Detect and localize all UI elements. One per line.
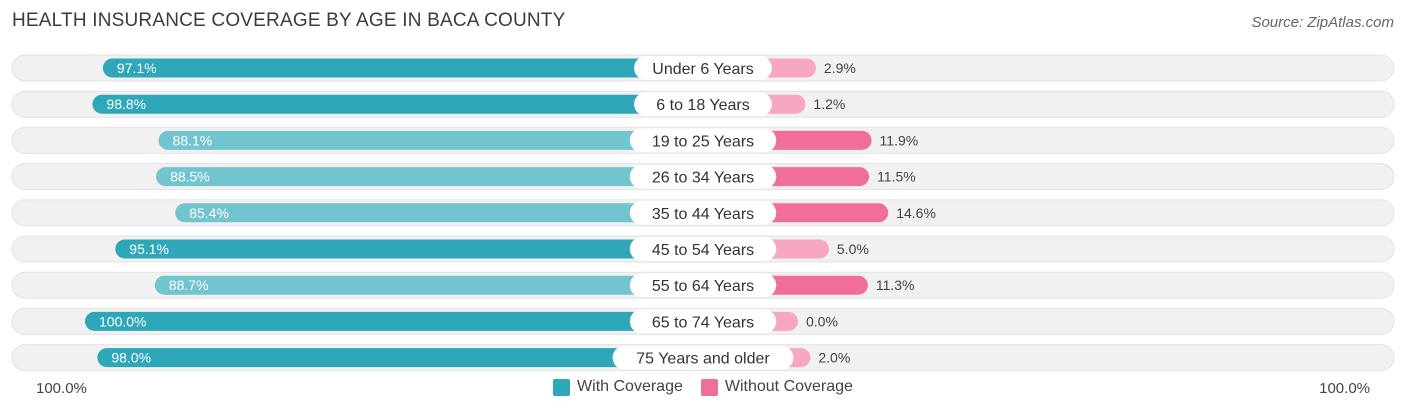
with-coverage-bar: [92, 94, 703, 114]
category-label-pill: [629, 200, 777, 225]
category-label: 6 to 18 Years: [656, 97, 749, 114]
category-label-pill: [629, 309, 777, 334]
without-coverage-value: 1.2%: [813, 96, 845, 112]
category-label-pill: [629, 273, 777, 298]
legend-without-coverage: Without Coverage: [700, 378, 853, 396]
chart-title: HEALTH INSURANCE COVERAGE BY AGE IN BACA…: [12, 10, 566, 31]
category-label: 26 to 34 Years: [652, 170, 754, 187]
with-coverage-value: 95.1%: [129, 241, 169, 257]
with-coverage-bar: [156, 167, 703, 187]
legend-with-label: With Coverage: [577, 378, 683, 395]
axis-left-label: 100.0%: [36, 380, 87, 397]
category-label-pill: [634, 56, 772, 80]
with-coverage-value: 85.4%: [189, 205, 229, 221]
with-coverage-value: 98.0%: [111, 350, 151, 366]
with-coverage-bar: [97, 348, 704, 368]
with-coverage-value: 97.1%: [117, 60, 157, 76]
category-label: 35 to 44 Years: [652, 206, 754, 223]
with-coverage-bar: [102, 58, 703, 78]
legend-without-label: Without Coverage: [724, 378, 853, 395]
with-coverage-bar: [85, 311, 703, 331]
with-coverage-bar: [154, 275, 704, 295]
source-label: Source: ZipAtlas.com: [1251, 14, 1394, 31]
category-label: 55 to 64 Years: [652, 278, 754, 295]
with-coverage-value: 100.0%: [99, 313, 146, 329]
with-coverage-value: 98.8%: [106, 96, 146, 112]
category-label: 19 to 25 Years: [652, 133, 754, 150]
category-label-pill: [629, 237, 777, 261]
with-coverage-value: 88.1%: [173, 132, 213, 148]
without-coverage-value: 11.9%: [880, 132, 919, 148]
legend-without-swatch: [700, 378, 718, 396]
without-coverage-value: 14.6%: [896, 205, 936, 221]
category-label: 75 Years and older: [636, 351, 770, 368]
with-coverage-bar: [115, 239, 704, 259]
legend-with-swatch: [553, 378, 571, 396]
category-label: Under 6 Years: [652, 61, 753, 78]
category-label-pill: [629, 128, 777, 153]
with-coverage-bar: [158, 130, 704, 150]
with-coverage-value: 88.7%: [169, 277, 209, 293]
with-coverage-value: 88.5%: [170, 169, 210, 185]
legend-with-coverage: With Coverage: [553, 378, 683, 396]
with-coverage-bar: [175, 203, 703, 223]
without-coverage-value: 11.5%: [877, 169, 916, 185]
without-coverage-value: 2.0%: [818, 350, 850, 366]
without-coverage-value: 5.0%: [837, 241, 869, 257]
without-coverage-value: 11.3%: [876, 277, 915, 293]
category-label-pill: [634, 92, 772, 117]
without-coverage-value: 0.0%: [806, 313, 838, 329]
category-label: 45 to 54 Years: [652, 242, 754, 259]
category-label-pill: [612, 345, 794, 370]
bar-chart: 97.1% 2.9% Under 6 Years 98.8% 1.2% 6 to 18 Y…: [11, 54, 1395, 372]
axis-right-label: 100.0%: [1319, 380, 1370, 397]
category-label-pill: [629, 164, 777, 189]
without-coverage-value: 2.9%: [824, 60, 856, 76]
category-label: 65 to 74 Years: [652, 314, 754, 331]
legend: With Coverage Without Coverage: [0, 378, 1406, 396]
